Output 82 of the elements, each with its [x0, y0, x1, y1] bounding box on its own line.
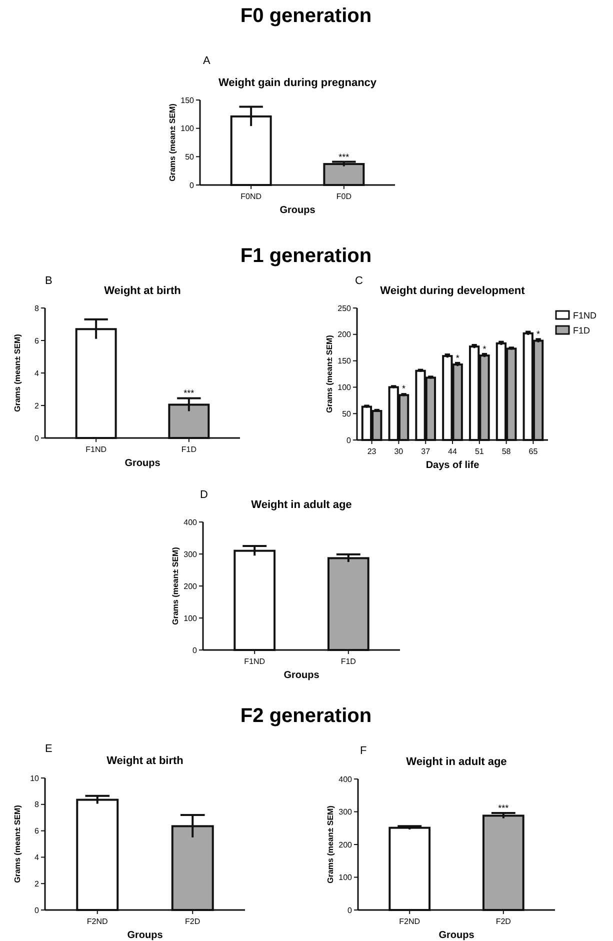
y-tick-label: 250 — [338, 304, 352, 313]
text: E — [45, 743, 52, 755]
x-tick-label: 30 — [394, 447, 404, 456]
y-tick-label: 4 — [34, 368, 40, 378]
y-tick-label: 100 — [180, 124, 195, 134]
y-tick-label: 100 — [184, 614, 198, 623]
y-tick-label: 150 — [338, 356, 352, 366]
chart-title: Weight at birth — [106, 755, 184, 767]
x-tick-label: 51 — [474, 447, 484, 456]
y-tick-label: 8 — [34, 800, 40, 810]
y-tick-label: 100 — [338, 383, 352, 392]
y-tick-label: 50 — [185, 152, 195, 162]
y-tick-label: 100 — [338, 873, 353, 882]
y-tick-label: 4 — [34, 853, 40, 862]
y-axis-title: Grams (mean± SEM) — [326, 805, 335, 884]
y-tick-label: 400 — [184, 518, 198, 527]
x-tick-label: F1ND — [86, 445, 107, 454]
annotation: * — [402, 383, 406, 394]
chart-title: Weight in adult age — [406, 756, 507, 768]
legend-label: F1D — [573, 326, 591, 336]
text: F — [360, 745, 367, 757]
y-tick-label: 50 — [342, 409, 352, 418]
annotation: *** — [184, 388, 195, 398]
x-axis-title: Groups — [124, 458, 161, 469]
y-axis-title: Grams (mean± SEM) — [13, 334, 22, 412]
y-axis-title: Grams (mean± SEM) — [171, 546, 180, 625]
y-tick-label: 150 — [180, 96, 195, 105]
y-tick-label: 300 — [338, 808, 353, 817]
y-axis-title: Grams (mean± SEM) — [325, 334, 334, 413]
text: F1 generation — [240, 245, 372, 267]
y-tick-label: 0 — [190, 180, 195, 190]
legend-label: F1ND — [573, 310, 597, 321]
x-tick-label: F2D — [496, 917, 512, 926]
text: A — [203, 55, 211, 67]
y-tick-label: 200 — [338, 330, 352, 340]
x-axis-title: Days of life — [426, 460, 480, 471]
y-tick-label: 0 — [348, 906, 353, 915]
annotation: * — [456, 352, 460, 363]
x-axis-title: Groups — [127, 930, 164, 941]
y-tick-label: 400 — [338, 774, 353, 784]
chart-title: Weight in adult age — [251, 499, 352, 511]
y-tick-label: 6 — [34, 826, 40, 836]
x-tick-label: F0D — [336, 192, 352, 201]
x-tick-label: F1D — [181, 445, 197, 454]
y-tick-label: 300 — [184, 550, 198, 559]
x-tick-label: 65 — [528, 447, 538, 456]
text: C — [355, 275, 363, 287]
y-tick-label: 10 — [30, 774, 40, 783]
chart-title: Weight during development — [380, 285, 526, 297]
y-tick-label: 2 — [34, 879, 40, 888]
annotation: *** — [338, 152, 350, 162]
y-tick-label: 0 — [192, 646, 198, 655]
y-tick-label: 0 — [346, 436, 352, 445]
x-tick-label: F2ND — [399, 917, 420, 926]
y-tick-label: 200 — [184, 582, 198, 591]
annotation: * — [482, 344, 487, 354]
x-tick-label: 58 — [502, 447, 512, 456]
x-tick-label: 44 — [448, 447, 458, 456]
annotation: * — [536, 329, 541, 340]
x-tick-label: F2D — [185, 917, 200, 926]
y-axis-title: Grams (mean± SEM) — [168, 103, 177, 182]
x-tick-label: F2ND — [86, 917, 108, 926]
annotation: *** — [498, 802, 510, 813]
chart-title: Weight at birth — [104, 285, 182, 297]
x-axis-title: Groups — [438, 930, 475, 941]
text: F2 generation — [240, 705, 372, 727]
x-tick-label: F0ND — [240, 192, 262, 201]
y-tick-label: 6 — [34, 336, 40, 346]
chart-title: Weight gain during pregnancy — [218, 77, 378, 89]
text: F0 generation — [240, 5, 372, 27]
text: B — [45, 275, 52, 287]
x-axis-title: Groups — [284, 670, 320, 681]
y-tick-label: 2 — [34, 401, 40, 410]
x-tick-label: 23 — [367, 447, 377, 456]
y-axis-title: Grams (mean± SEM) — [13, 804, 22, 883]
x-tick-label: 37 — [421, 447, 431, 456]
y-tick-label: 200 — [338, 840, 353, 850]
x-axis-title: Groups — [280, 205, 316, 216]
y-tick-label: 0 — [34, 906, 40, 915]
y-tick-label: 8 — [34, 304, 40, 313]
y-tick-label: 0 — [34, 434, 40, 443]
text: D — [200, 489, 208, 501]
